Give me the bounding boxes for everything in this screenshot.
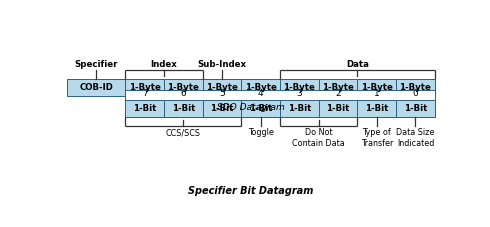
Text: 1-Byte: 1-Byte [168, 83, 199, 92]
Bar [358, 79, 396, 96]
Text: 3: 3 [296, 89, 302, 98]
Bar [164, 100, 203, 117]
Text: 1-Byte: 1-Byte [361, 83, 392, 92]
Text: Data: Data [346, 60, 369, 69]
Text: 4: 4 [258, 89, 264, 98]
Text: Sub-Index: Sub-Index [197, 60, 246, 69]
Text: Specifier: Specifier [74, 60, 118, 69]
Text: COB-ID: COB-ID [79, 83, 113, 92]
Text: 6: 6 [181, 89, 186, 98]
Text: 0: 0 [413, 89, 418, 98]
Text: Data Size
Indicated: Data Size Indicated [396, 128, 435, 148]
Text: Specifier Bit Datagram: Specifier Bit Datagram [189, 186, 314, 196]
Bar [242, 100, 280, 117]
Text: 5: 5 [219, 89, 225, 98]
Text: 1-Bit: 1-Bit [210, 104, 234, 113]
Bar [203, 100, 242, 117]
Text: 1: 1 [374, 89, 380, 98]
Bar [68, 79, 125, 96]
Bar [319, 79, 358, 96]
Bar [164, 79, 203, 96]
Text: 1-Byte: 1-Byte [322, 83, 354, 92]
Text: 1-Bit: 1-Bit [326, 104, 350, 113]
Text: 2: 2 [335, 89, 341, 98]
Text: Index: Index [151, 60, 177, 69]
Text: SDO Datagram: SDO Datagram [217, 104, 285, 112]
Text: 1-Byte: 1-Byte [245, 83, 277, 92]
Bar [280, 100, 319, 117]
Text: 1-Byte: 1-Byte [206, 83, 238, 92]
Text: 1-Byte: 1-Byte [129, 83, 161, 92]
Text: 1-Bit: 1-Bit [404, 104, 427, 113]
Text: 1-Bit: 1-Bit [249, 104, 272, 113]
Text: Do Not
Contain Data: Do Not Contain Data [293, 128, 345, 148]
Text: 1-Bit: 1-Bit [133, 104, 156, 113]
Text: Type of
Transfer: Type of Transfer [361, 128, 393, 148]
Text: 7: 7 [142, 89, 147, 98]
Text: 1-Bit: 1-Bit [172, 104, 195, 113]
Bar [396, 79, 435, 96]
Bar [396, 100, 435, 117]
Text: CCS/SCS: CCS/SCS [166, 128, 201, 137]
Bar [319, 100, 358, 117]
Bar [125, 100, 164, 117]
Bar [242, 79, 280, 96]
Text: 1-Byte: 1-Byte [284, 83, 316, 92]
Bar [125, 90, 435, 117]
Text: 1-Bit: 1-Bit [365, 104, 389, 113]
Text: 1-Byte: 1-Byte [399, 83, 431, 92]
Bar [203, 79, 242, 96]
Text: Toggle: Toggle [248, 128, 274, 137]
Bar [358, 100, 396, 117]
Bar [125, 79, 164, 96]
Text: 1-Bit: 1-Bit [288, 104, 311, 113]
Bar [280, 79, 319, 96]
